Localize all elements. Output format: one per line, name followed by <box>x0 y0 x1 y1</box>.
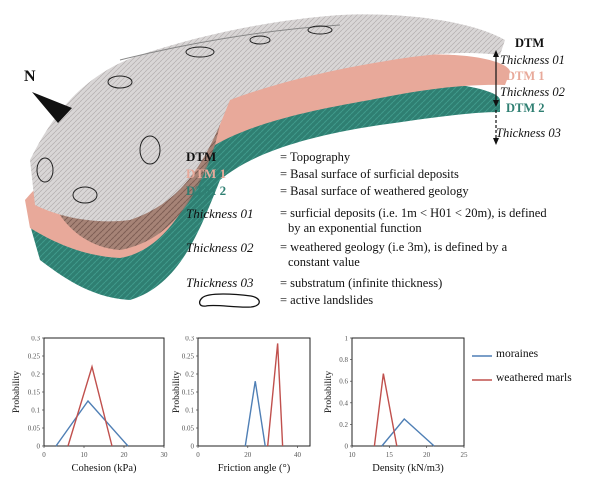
landslide-outline <box>139 135 161 165</box>
y-axis-label: Probability <box>172 371 182 413</box>
x-axis-label: Cohesion (kPa) <box>71 463 137 474</box>
north-label: N <box>24 68 36 85</box>
x-axis-label: Density (kN/m3) <box>372 463 444 474</box>
legend-desc-thickness02-cont: constant value <box>288 255 360 269</box>
x-tick-label: 40 <box>294 451 302 459</box>
y-tick-label: 0.25 <box>182 353 195 361</box>
y-tick-label: 0.05 <box>182 425 195 433</box>
y-tick-label: 0.2 <box>31 371 40 379</box>
x-tick-label: 30 <box>161 451 169 459</box>
legend-key-dtm1: DTM 1 <box>186 166 227 181</box>
layer-label-thickness01: Thickness 01 <box>500 53 565 67</box>
dtm-surface <box>30 14 505 222</box>
legend-key-dtm2: DTM 2 <box>186 183 227 198</box>
x-tick-label: 0 <box>42 451 46 459</box>
landslide-outline <box>185 46 215 58</box>
plot-frame <box>351 337 465 447</box>
y-tick-label: 0.2 <box>185 371 194 379</box>
layer-label-dtm2: DTM 2 <box>506 101 545 115</box>
x-tick-label: 20 <box>244 451 252 459</box>
landslide-outline <box>249 35 271 45</box>
chart-legend <box>472 355 492 381</box>
y-tick-label: 0.1 <box>31 407 40 415</box>
legend-key-dtm: DTM <box>186 149 217 164</box>
x-axis-label: Friction angle (°) <box>218 463 291 474</box>
layer-label-dtm: DTM <box>515 36 545 50</box>
series-line-weathered-marls <box>373 373 398 447</box>
series-line-moraines <box>244 381 266 447</box>
y-tick-label: 0.2 <box>339 421 348 429</box>
y-tick-label: 0.6 <box>339 378 348 386</box>
landslide-outline <box>72 186 98 204</box>
plot-frame <box>43 337 165 447</box>
x-tick-label: 0 <box>196 451 200 459</box>
cohesion-chart: 0 0.05 0.1 0.15 0.2 0.25 0.3 0 10 20 30 Cohesion (k… <box>12 336 169 474</box>
series-line-weathered-marls <box>266 343 284 447</box>
y-axis-label: Probability <box>12 371 22 413</box>
y-tick-label: 0.8 <box>339 356 348 364</box>
x-tick-label: 20 <box>121 451 129 459</box>
y-tick-label: 0.3 <box>31 336 40 343</box>
landslide-outline <box>36 157 54 183</box>
legend-key-thickness02: Thickness 02 <box>186 240 254 255</box>
legend-desc-thickness03: = substratum (infinite thickness) <box>280 276 443 290</box>
y-axis-label: Probability <box>324 371 334 413</box>
layer-label-thickness03: Thickness 03 <box>496 126 561 140</box>
layer-label-thickness02: Thickness 02 <box>500 85 565 99</box>
series-line-weathered-marls <box>67 364 113 447</box>
legend-desc-dtm: = Topography <box>280 150 351 164</box>
y-tick-label: 0 <box>37 443 41 451</box>
x-tick-label: 10 <box>81 451 89 459</box>
legend-key-thickness01: Thickness 01 <box>186 206 254 221</box>
series-line-moraines <box>55 399 129 447</box>
y-tick-label: 0.15 <box>28 389 41 397</box>
layer-label-dtm1: DTM 1 <box>506 69 545 83</box>
x-tick-label: 25 <box>461 451 469 459</box>
north-arrow-icon <box>32 92 72 123</box>
y-tick-label: 0.25 <box>28 353 41 361</box>
x-tick-label: 15 <box>386 451 394 459</box>
legend-desc-thickness01: = surficial deposits (i.e. 1m < H01 < 20… <box>280 206 547 220</box>
y-tick-label: 0.1 <box>185 407 194 415</box>
legend-desc-thickness01-cont: by an exponential function <box>288 221 422 235</box>
y-tick-label: 1 <box>345 336 349 343</box>
landslide-outline <box>107 75 133 89</box>
legend-desc-dtm2: = Basal surface of weathered geology <box>280 184 469 198</box>
legend-desc-thickness02: = weathered geology (i.e 3m), is defined… <box>280 240 508 254</box>
y-tick-label: 0 <box>345 443 349 451</box>
y-tick-label: 0 <box>191 443 195 451</box>
y-tick-label: 0.15 <box>182 389 195 397</box>
series-line-moraines <box>381 417 435 447</box>
landslide-outline <box>307 25 333 35</box>
legend-moraines-label: moraines <box>496 348 539 360</box>
y-tick-label: 0.3 <box>185 336 194 343</box>
density-chart: 0 0.2 0.4 0.6 0.8 1 10 15 20 25 Density (kN/m3) Pro… <box>324 336 469 474</box>
y-tick-label: 0.05 <box>28 425 41 433</box>
landslide-legend-icon <box>199 293 260 308</box>
x-tick-label: 20 <box>423 451 431 459</box>
legend-key-thickness03: Thickness 03 <box>186 275 254 290</box>
legend-desc-dtm1: = Basal surface of surficial deposits <box>280 167 459 181</box>
legend-marls-label: weathered marls <box>496 372 572 384</box>
x-tick-label: 10 <box>349 451 357 459</box>
legend-desc-landslides: = active landslides <box>280 293 374 307</box>
y-tick-label: 0.4 <box>339 399 348 407</box>
